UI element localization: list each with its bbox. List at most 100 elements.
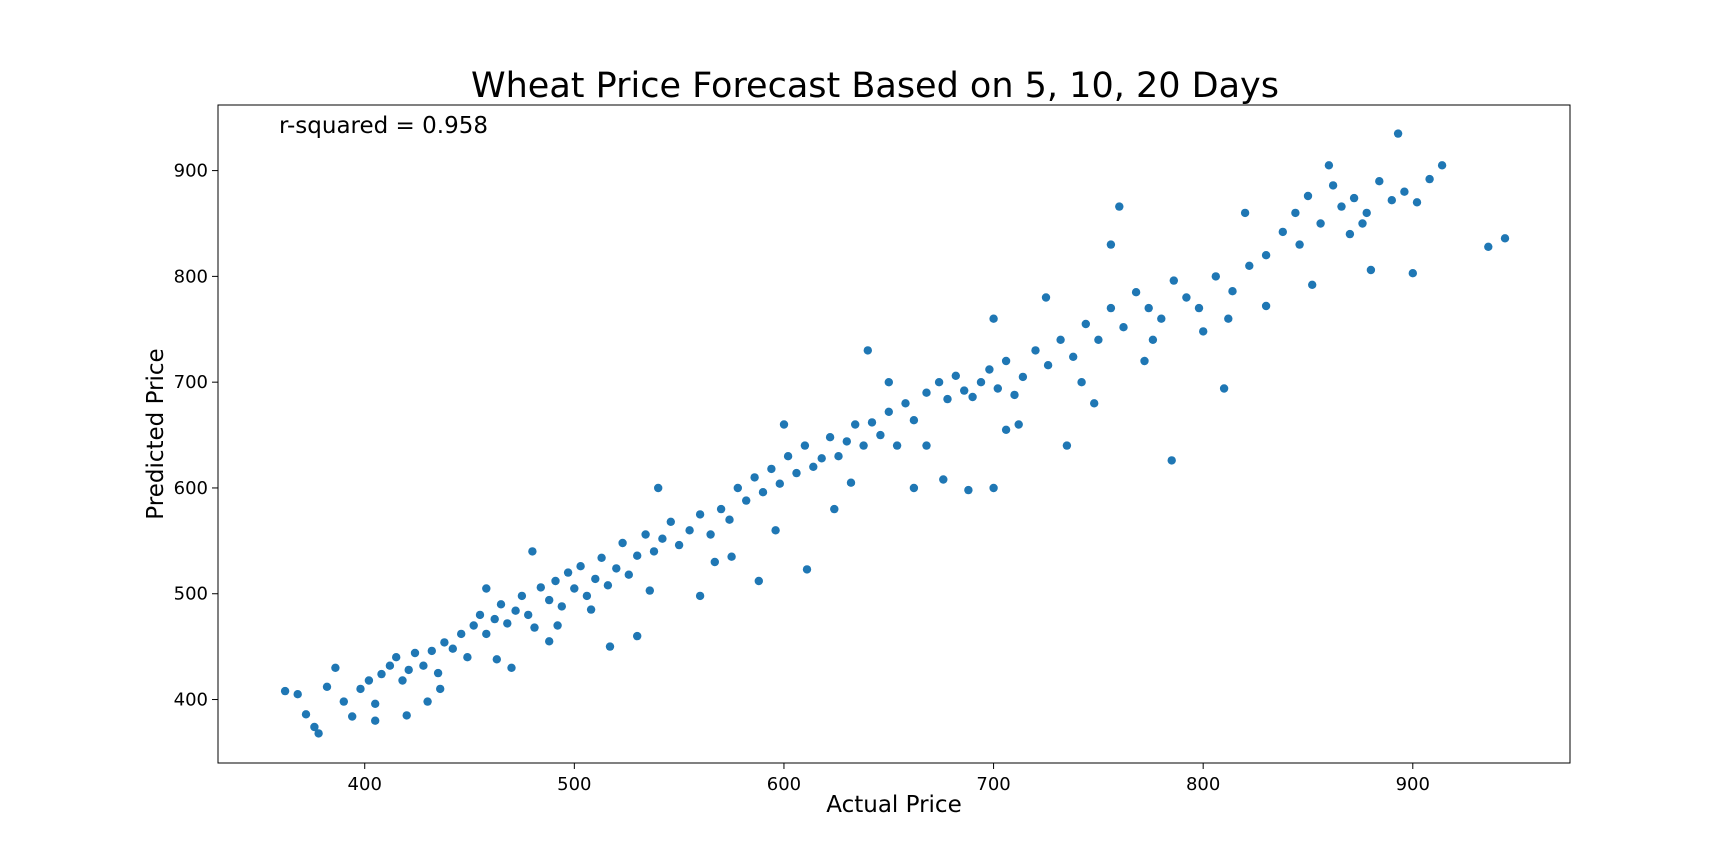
data-point <box>809 462 818 471</box>
data-point <box>348 712 357 721</box>
data-point <box>482 584 491 593</box>
data-point <box>331 663 340 672</box>
data-point <box>633 551 642 560</box>
data-point <box>1375 177 1384 186</box>
data-point <box>436 684 445 694</box>
data-point <box>576 562 585 571</box>
data-point <box>817 454 826 463</box>
data-point <box>605 642 615 651</box>
data-point <box>825 433 835 442</box>
data-point <box>771 526 780 535</box>
data-point <box>586 605 596 614</box>
data-point <box>371 716 380 725</box>
data-point <box>339 697 348 706</box>
data-point <box>633 631 642 641</box>
data-point <box>1077 378 1086 387</box>
data-point <box>1106 240 1116 249</box>
data-point <box>545 637 554 646</box>
data-point <box>1106 303 1116 313</box>
data-point <box>1169 276 1179 285</box>
data-point <box>1056 335 1065 344</box>
data-point <box>1043 361 1053 370</box>
x-tick-label: 600 <box>767 774 801 795</box>
data-point <box>922 388 931 397</box>
data-point <box>960 386 969 395</box>
data-point <box>1278 227 1288 237</box>
data-point <box>1349 193 1359 203</box>
data-point <box>876 430 885 440</box>
data-point <box>725 515 734 524</box>
data-point <box>448 644 457 653</box>
data-point <box>1031 346 1040 355</box>
data-point <box>1115 202 1124 211</box>
data-point <box>733 483 742 493</box>
y-tick-label: 900 <box>174 161 208 182</box>
data-point <box>775 479 784 488</box>
data-point <box>404 665 413 675</box>
x-tick-label: 500 <box>557 774 591 795</box>
data-point <box>985 365 994 374</box>
data-point <box>846 478 856 487</box>
plot-area <box>217 104 1571 764</box>
data-point <box>582 591 592 601</box>
data-point <box>863 346 872 355</box>
data-point <box>517 591 527 601</box>
data-point <box>293 690 302 699</box>
data-point <box>410 648 420 658</box>
data-point <box>419 661 428 670</box>
data-point <box>976 378 986 387</box>
data-point <box>528 547 537 556</box>
data-point <box>1240 208 1250 218</box>
data-point <box>666 517 675 526</box>
data-point <box>1148 335 1158 344</box>
data-point <box>1199 327 1208 336</box>
data-point <box>457 629 466 639</box>
data-point <box>364 676 374 685</box>
data-point <box>1345 229 1355 239</box>
data-point <box>1140 356 1149 366</box>
data-point <box>1337 202 1346 211</box>
data-point <box>1328 181 1338 190</box>
x-tick-label: 700 <box>976 774 1010 795</box>
x-tick-label: 800 <box>1186 774 1220 795</box>
data-point <box>553 621 562 630</box>
data-point <box>496 600 506 609</box>
data-point <box>674 540 684 550</box>
data-point <box>1425 174 1434 184</box>
data-point <box>530 623 539 632</box>
x-tick-label: 400 <box>348 774 382 795</box>
data-point <box>654 483 663 493</box>
data-point <box>658 534 667 543</box>
data-point <box>511 606 520 615</box>
data-point <box>830 504 839 514</box>
data-point <box>934 378 944 387</box>
data-point <box>641 530 650 539</box>
data-point <box>1062 441 1072 450</box>
data-point <box>834 452 843 461</box>
data-point <box>645 586 654 595</box>
data-point <box>536 583 545 592</box>
data-point <box>964 485 973 495</box>
data-point <box>742 496 751 505</box>
data-point <box>492 655 501 664</box>
data-point <box>922 441 931 450</box>
data-point <box>792 468 801 478</box>
data-point <box>1090 399 1099 408</box>
data-point <box>1014 420 1023 429</box>
data-point <box>1081 319 1091 329</box>
data-point <box>1069 352 1078 361</box>
data-point <box>716 504 726 514</box>
data-point <box>463 653 472 662</box>
data-point <box>356 684 365 694</box>
data-point <box>624 570 633 579</box>
data-point <box>603 581 613 590</box>
data-point <box>314 729 323 738</box>
data-point <box>727 552 736 561</box>
data-point <box>695 591 705 601</box>
data-point <box>710 557 719 567</box>
data-point <box>618 538 627 548</box>
data-point <box>1303 191 1313 201</box>
data-point <box>939 475 948 484</box>
data-point <box>802 565 812 574</box>
data-point <box>1261 301 1271 311</box>
